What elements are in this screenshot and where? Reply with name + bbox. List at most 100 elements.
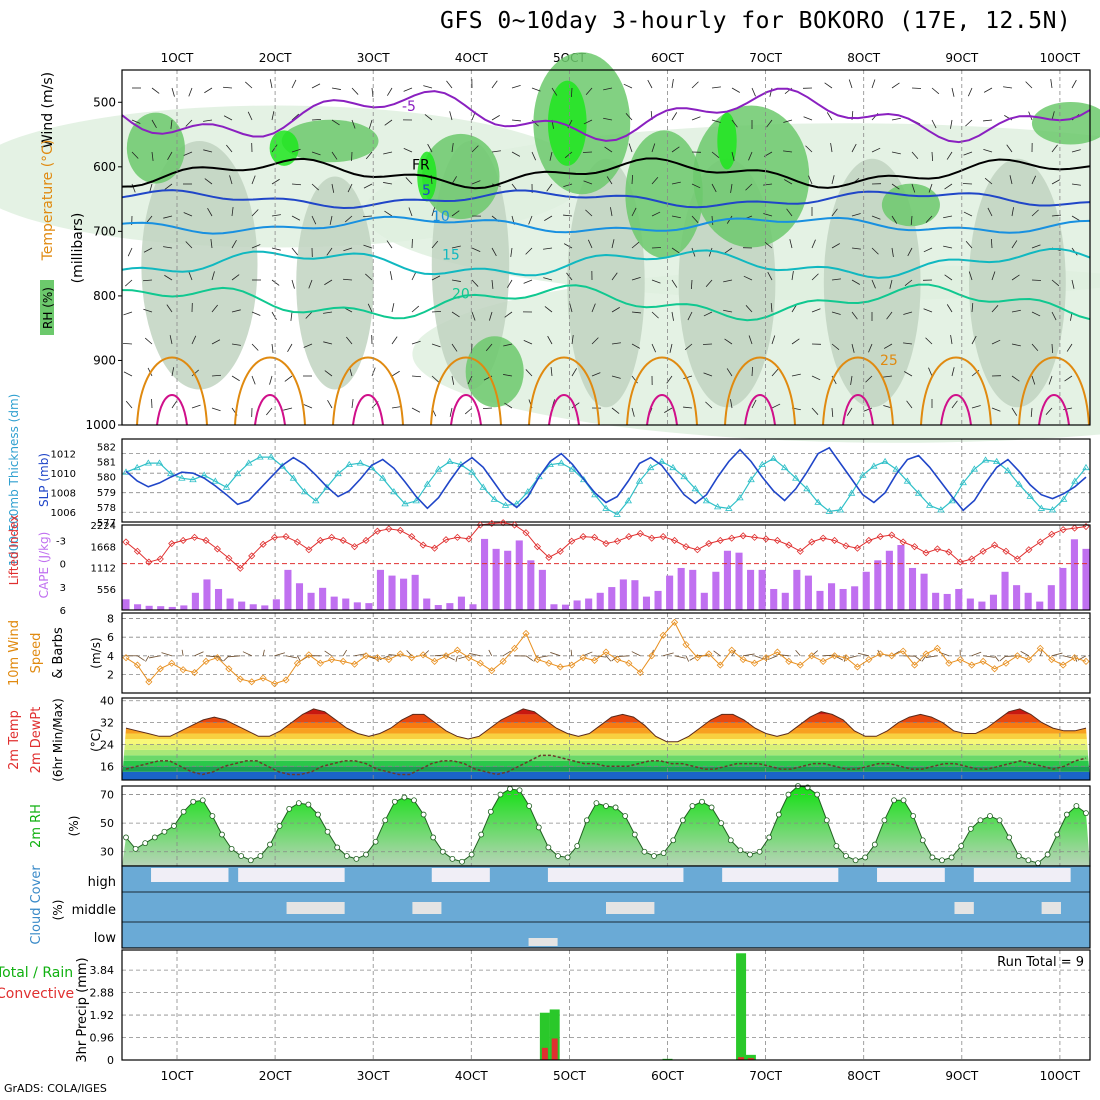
lifted-index-point bbox=[213, 545, 221, 553]
rh-point bbox=[257, 853, 264, 859]
wind-barb bbox=[983, 655, 995, 658]
2m-temp-panel bbox=[121, 697, 1091, 781]
wind-barb bbox=[871, 279, 876, 289]
y-tick-label: 0 bbox=[60, 560, 66, 571]
wind-barb bbox=[363, 183, 373, 189]
wind-barb bbox=[449, 111, 453, 121]
wind-barb bbox=[1051, 111, 1055, 121]
wind-barb bbox=[1003, 86, 1013, 89]
wind-barb bbox=[1051, 652, 1063, 657]
wind-barb bbox=[491, 80, 498, 89]
wind-barb bbox=[204, 87, 213, 94]
rh-point bbox=[545, 844, 552, 851]
wind-barb bbox=[287, 343, 293, 352]
wind-barb bbox=[731, 87, 740, 93]
cape-bar bbox=[330, 596, 338, 610]
wind-barb bbox=[907, 247, 913, 257]
wind-barb bbox=[647, 79, 653, 89]
wind-barb bbox=[564, 151, 573, 159]
wind-speed-point bbox=[191, 668, 199, 677]
lifted-index-point bbox=[156, 555, 164, 563]
wind-barb bbox=[711, 86, 721, 89]
wind-barb bbox=[631, 207, 637, 217]
y-tick-label: 1.92 bbox=[90, 1009, 115, 1022]
wind-barb bbox=[504, 311, 513, 318]
y-tick-label: 1000 bbox=[85, 418, 116, 432]
wind-barb bbox=[303, 343, 313, 348]
wind-barb bbox=[783, 150, 793, 153]
wind-barb bbox=[963, 151, 973, 156]
wind-barb bbox=[751, 366, 754, 377]
wind-barb bbox=[591, 372, 601, 377]
wind-barb bbox=[811, 407, 819, 415]
precip-total-bar bbox=[745, 1054, 756, 1060]
lifted-index-point bbox=[522, 529, 530, 537]
cape-bar bbox=[457, 596, 465, 610]
wind-barb bbox=[327, 400, 333, 409]
wind-barb bbox=[1051, 343, 1054, 354]
wind-barb bbox=[671, 181, 681, 185]
y-tick-label: 556 bbox=[97, 585, 116, 596]
wind-speed-point bbox=[682, 641, 690, 649]
wind-barb bbox=[223, 655, 230, 662]
wind-barb bbox=[191, 335, 197, 345]
lifted-index-point bbox=[991, 541, 999, 549]
wind-barb bbox=[231, 343, 241, 346]
wind-barb bbox=[826, 112, 833, 121]
rh-shading bbox=[547, 80, 587, 166]
wind-barb bbox=[531, 151, 537, 161]
rh-point bbox=[228, 845, 235, 852]
wind-barb bbox=[751, 399, 757, 409]
wind-barb bbox=[403, 147, 413, 153]
y-tick-label: 2224 bbox=[91, 521, 116, 532]
lifted-index-point bbox=[488, 519, 496, 528]
wind-barb bbox=[491, 115, 500, 121]
cape-bar bbox=[862, 571, 870, 610]
thickness-point bbox=[758, 460, 766, 468]
wind-barb bbox=[671, 146, 680, 153]
cape-bar bbox=[955, 588, 963, 610]
wind-speed-point bbox=[1036, 644, 1044, 652]
wind-barb bbox=[291, 279, 295, 289]
wind-speed-point bbox=[282, 676, 290, 684]
temp-ylabel-2: 2m DewPt bbox=[29, 707, 44, 774]
rh-shading bbox=[141, 141, 258, 390]
wind-speed-point bbox=[271, 680, 279, 688]
lifted-index-point bbox=[179, 536, 187, 545]
wind-barb bbox=[883, 375, 893, 378]
precip-ylabel: 3hr Precip (mm) bbox=[75, 957, 90, 1062]
wind-barb bbox=[343, 247, 353, 252]
thickness-point bbox=[222, 483, 231, 490]
wind-barb bbox=[569, 303, 573, 313]
thickness-point bbox=[379, 474, 387, 481]
temp-unit: (°C) bbox=[89, 728, 103, 752]
temp-band bbox=[122, 760, 1090, 767]
wind-barb bbox=[711, 119, 721, 123]
cape-bar bbox=[943, 593, 951, 610]
wind-barb bbox=[724, 247, 733, 254]
rh-point bbox=[295, 800, 302, 807]
wind-barb bbox=[690, 279, 693, 290]
wind-barb bbox=[144, 337, 153, 345]
wind-barb bbox=[544, 215, 553, 221]
wind-speed-point bbox=[419, 651, 427, 659]
thickness-point bbox=[881, 457, 889, 465]
wind-barb bbox=[127, 247, 133, 257]
rh-point bbox=[910, 813, 917, 819]
wind-barb bbox=[611, 407, 620, 414]
cape-bar bbox=[1001, 571, 1009, 610]
cape-bar bbox=[1059, 567, 1067, 610]
wind-speed-point bbox=[385, 655, 393, 664]
rh-point bbox=[171, 823, 177, 829]
wind-barb bbox=[1031, 175, 1037, 185]
lifted-index-point bbox=[773, 536, 781, 545]
precip-convective-bar bbox=[541, 1047, 548, 1060]
wind-speed-point bbox=[1025, 655, 1033, 664]
wind-panel bbox=[121, 612, 1091, 694]
rh-point bbox=[967, 825, 974, 832]
wind-barb bbox=[211, 339, 221, 345]
lifted-index-point bbox=[316, 536, 324, 545]
cape-bar bbox=[434, 605, 442, 610]
wind-barb bbox=[549, 151, 553, 161]
cape-bar bbox=[295, 583, 304, 610]
